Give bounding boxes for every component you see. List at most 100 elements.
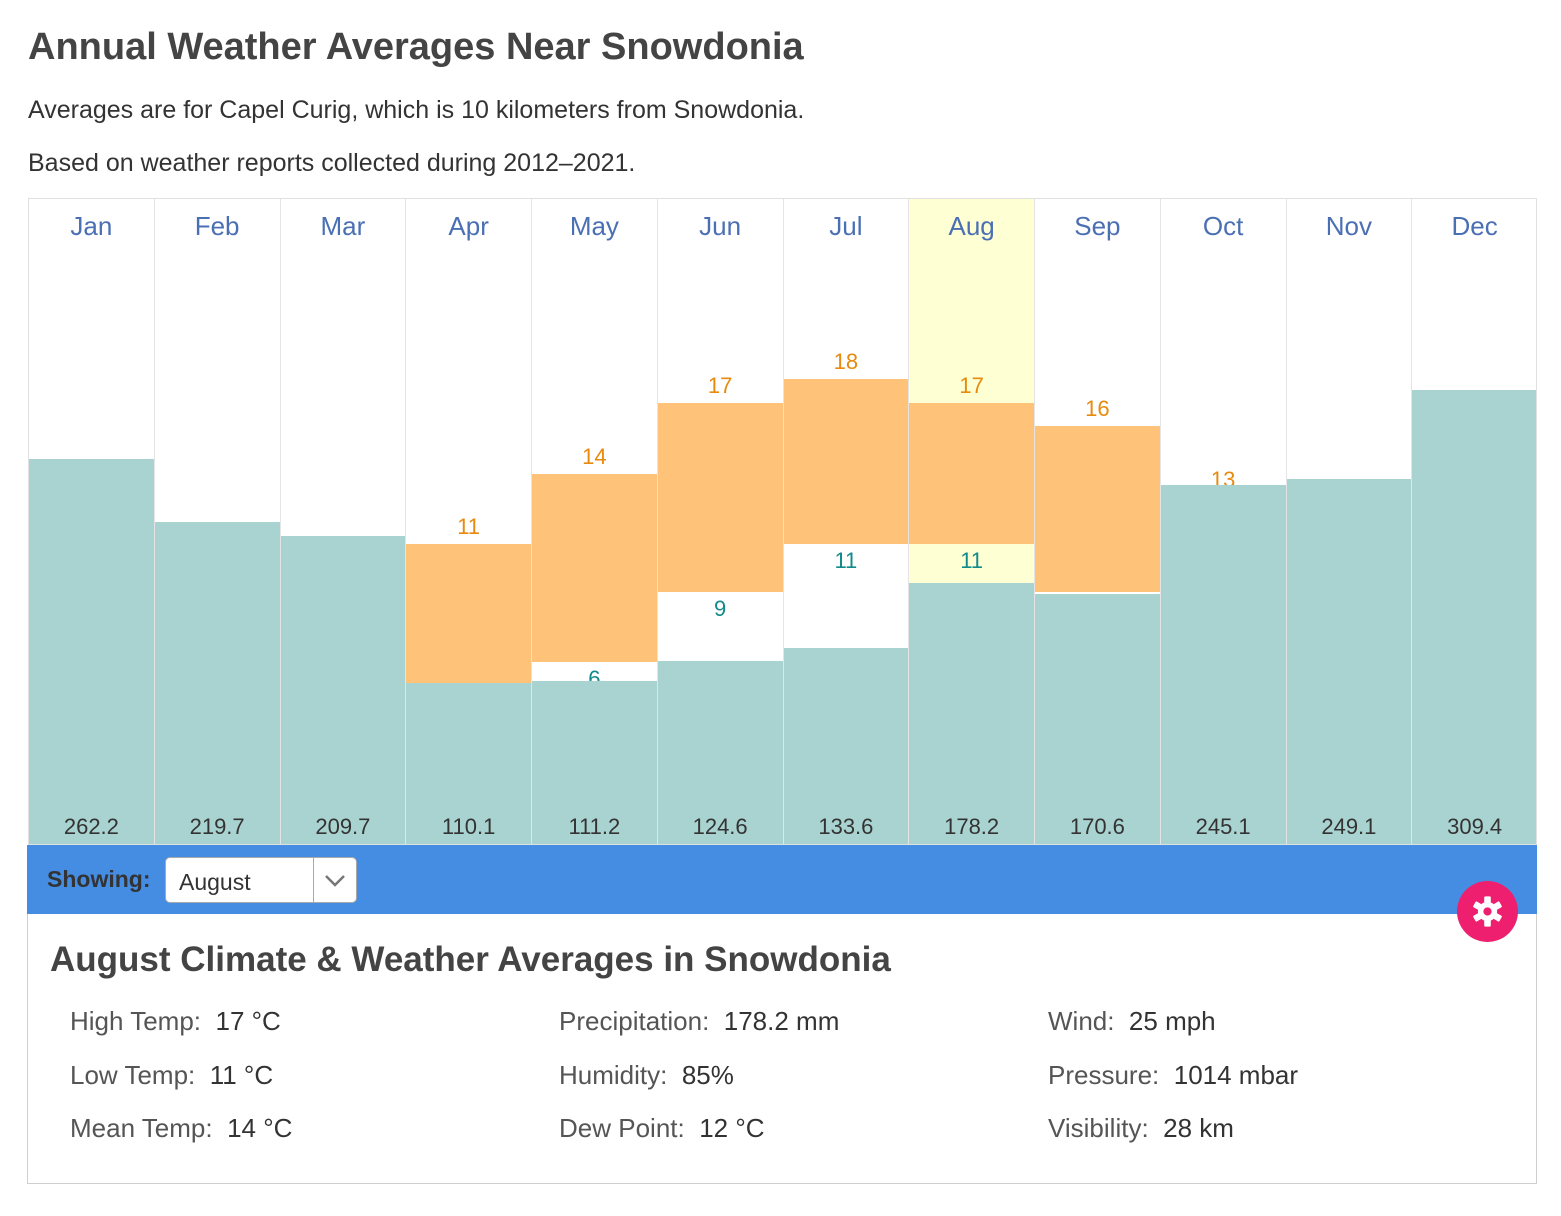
month-column: Sep169170.6 — [1035, 199, 1161, 844]
temp-range-bar — [532, 473, 657, 663]
precip-label: 110.1 — [441, 814, 496, 839]
precip-bar — [532, 680, 657, 844]
stat-key: Visibility: — [1048, 1113, 1156, 1143]
precip-bar — [1035, 593, 1160, 844]
month-column: Jun 17 9 124.6 — [657, 199, 784, 844]
month-column: Oct137245.1 — [1160, 199, 1287, 844]
stat-key: Precipitation: — [559, 1006, 717, 1036]
precip-bar — [1412, 390, 1536, 844]
month-column: Mar92209.7 — [280, 199, 407, 844]
month-column: Jan72262.2 — [29, 199, 155, 844]
precip-label: 178.2 — [944, 814, 1000, 839]
page-title: Annual Weather Averages Near Snowdonia — [28, 26, 804, 68]
stat-item: Low Temp: 11 °C — [70, 1060, 273, 1091]
month-column: Aug 17 11 178.2 — [909, 199, 1035, 844]
month-label: Dec — [1451, 211, 1498, 241]
precip-bar — [29, 459, 154, 844]
precip-bar — [783, 648, 909, 844]
month-label: Jun — [699, 211, 742, 241]
showing-label: Showing: — [47, 866, 151, 892]
stat-item: Wind: 25 mph — [1048, 1006, 1216, 1037]
stat-key: Pressure: — [1048, 1060, 1167, 1090]
high-temp-label: 16 — [1085, 396, 1110, 422]
month-column: Jul 18 11 133.6 — [783, 199, 910, 844]
data-period-note: Based on weather reports collected durin… — [28, 149, 636, 177]
stat-key: Mean Temp: — [70, 1113, 220, 1143]
high-temp-label: 17 — [959, 372, 984, 398]
precip-label: 111.2 — [568, 814, 621, 839]
precip-bar — [657, 661, 783, 844]
high-temp-label: 14 — [582, 443, 607, 469]
chevron-down-icon — [325, 875, 345, 887]
precip-label: 170.6 — [1069, 814, 1125, 839]
stat-value: 12 °C — [699, 1113, 765, 1143]
details-title: August Climate & Weather Averages in Sno… — [50, 940, 891, 979]
precip-label: 124.6 — [692, 814, 748, 839]
stat-item: High Temp: 17 °C — [70, 1006, 281, 1037]
stat-value: 25 mph — [1128, 1006, 1216, 1036]
temp-range-bar — [909, 402, 1034, 545]
gear-icon — [1473, 896, 1502, 927]
stat-item: Mean Temp: 14 °C — [70, 1113, 292, 1144]
showing-bar: Showing: August — [27, 845, 1537, 914]
stat-key: Humidity: — [559, 1060, 675, 1090]
stat-value: 28 km — [1163, 1113, 1234, 1143]
stat-key: Dew Point: — [559, 1113, 692, 1143]
month-label: Feb — [194, 211, 240, 241]
stat-key: High Temp: — [70, 1006, 209, 1036]
stat-key: Wind: — [1048, 1006, 1122, 1036]
month-label: Nov — [1325, 211, 1372, 241]
precip-label: 309.4 — [1447, 814, 1503, 839]
stat-item: Visibility: 28 km — [1048, 1113, 1234, 1144]
stat-item: Precipitation: 178.2 mm — [559, 1006, 839, 1037]
stat-item: Dew Point: 12 °C — [559, 1113, 765, 1144]
month-column: May 14 6 111.2 — [532, 199, 658, 844]
month-column: Dec94309.4 — [1412, 199, 1536, 844]
month-label: Sep — [1074, 211, 1121, 241]
month-label: Mar — [320, 211, 366, 241]
month-column: Nov104249.1 — [1286, 199, 1413, 844]
details-panel: August Climate & Weather Averages in Sno… — [27, 914, 1537, 1184]
precip-bar — [406, 682, 531, 844]
stat-key: Low Temp: — [70, 1060, 203, 1090]
precip-bar — [1160, 484, 1286, 844]
precip-label: 209.7 — [315, 814, 371, 839]
high-temp-label: 18 — [833, 349, 859, 375]
precip-label: 249.1 — [1321, 814, 1377, 839]
stat-item: Pressure: 1014 mbar — [1048, 1060, 1298, 1091]
temp-range-bar — [1035, 426, 1160, 592]
temp-range-bar — [783, 379, 909, 545]
month-column: Apr113110.1 — [406, 199, 532, 844]
location-note: Averages are for Capel Curig, which is 1… — [28, 96, 805, 124]
precip-bar — [154, 521, 280, 844]
low-temp-label: 11 — [834, 548, 858, 574]
high-temp-label: 17 — [707, 372, 733, 398]
stat-value: 17 °C — [215, 1006, 281, 1036]
month-label: Jul — [829, 211, 863, 241]
temp-range-bar — [657, 402, 783, 592]
settings-button[interactable] — [1457, 881, 1518, 942]
month-select-value: August — [179, 869, 251, 895]
stat-item: Humidity: 85% — [559, 1060, 734, 1091]
month-select[interactable]: August — [165, 857, 357, 903]
precip-bar — [1286, 478, 1412, 844]
stat-value: 85% — [681, 1060, 734, 1090]
precip-label: 133.6 — [818, 814, 874, 839]
high-temp-label: 11 — [457, 514, 481, 540]
month-column: Feb72219.7 — [154, 199, 281, 844]
low-temp-label: 11 — [960, 548, 984, 574]
month-label: Oct — [1202, 211, 1244, 241]
stat-value: 11 °C — [209, 1060, 274, 1090]
stat-value: 14 °C — [227, 1113, 293, 1143]
month-label: Aug — [948, 211, 995, 241]
month-label: Apr — [448, 211, 489, 241]
precip-label: 219.7 — [189, 814, 245, 839]
month-label: May — [569, 211, 619, 241]
low-temp-label: 9 — [714, 595, 727, 621]
precip-label: 245.1 — [1195, 814, 1251, 839]
precip-bar — [909, 582, 1034, 844]
month-label: Jan — [70, 211, 113, 241]
select-divider — [313, 858, 314, 902]
weather-chart: Jan72262.2Feb72219.7Mar92209.7Apr113110.… — [28, 198, 1537, 845]
precip-bar — [280, 536, 406, 844]
